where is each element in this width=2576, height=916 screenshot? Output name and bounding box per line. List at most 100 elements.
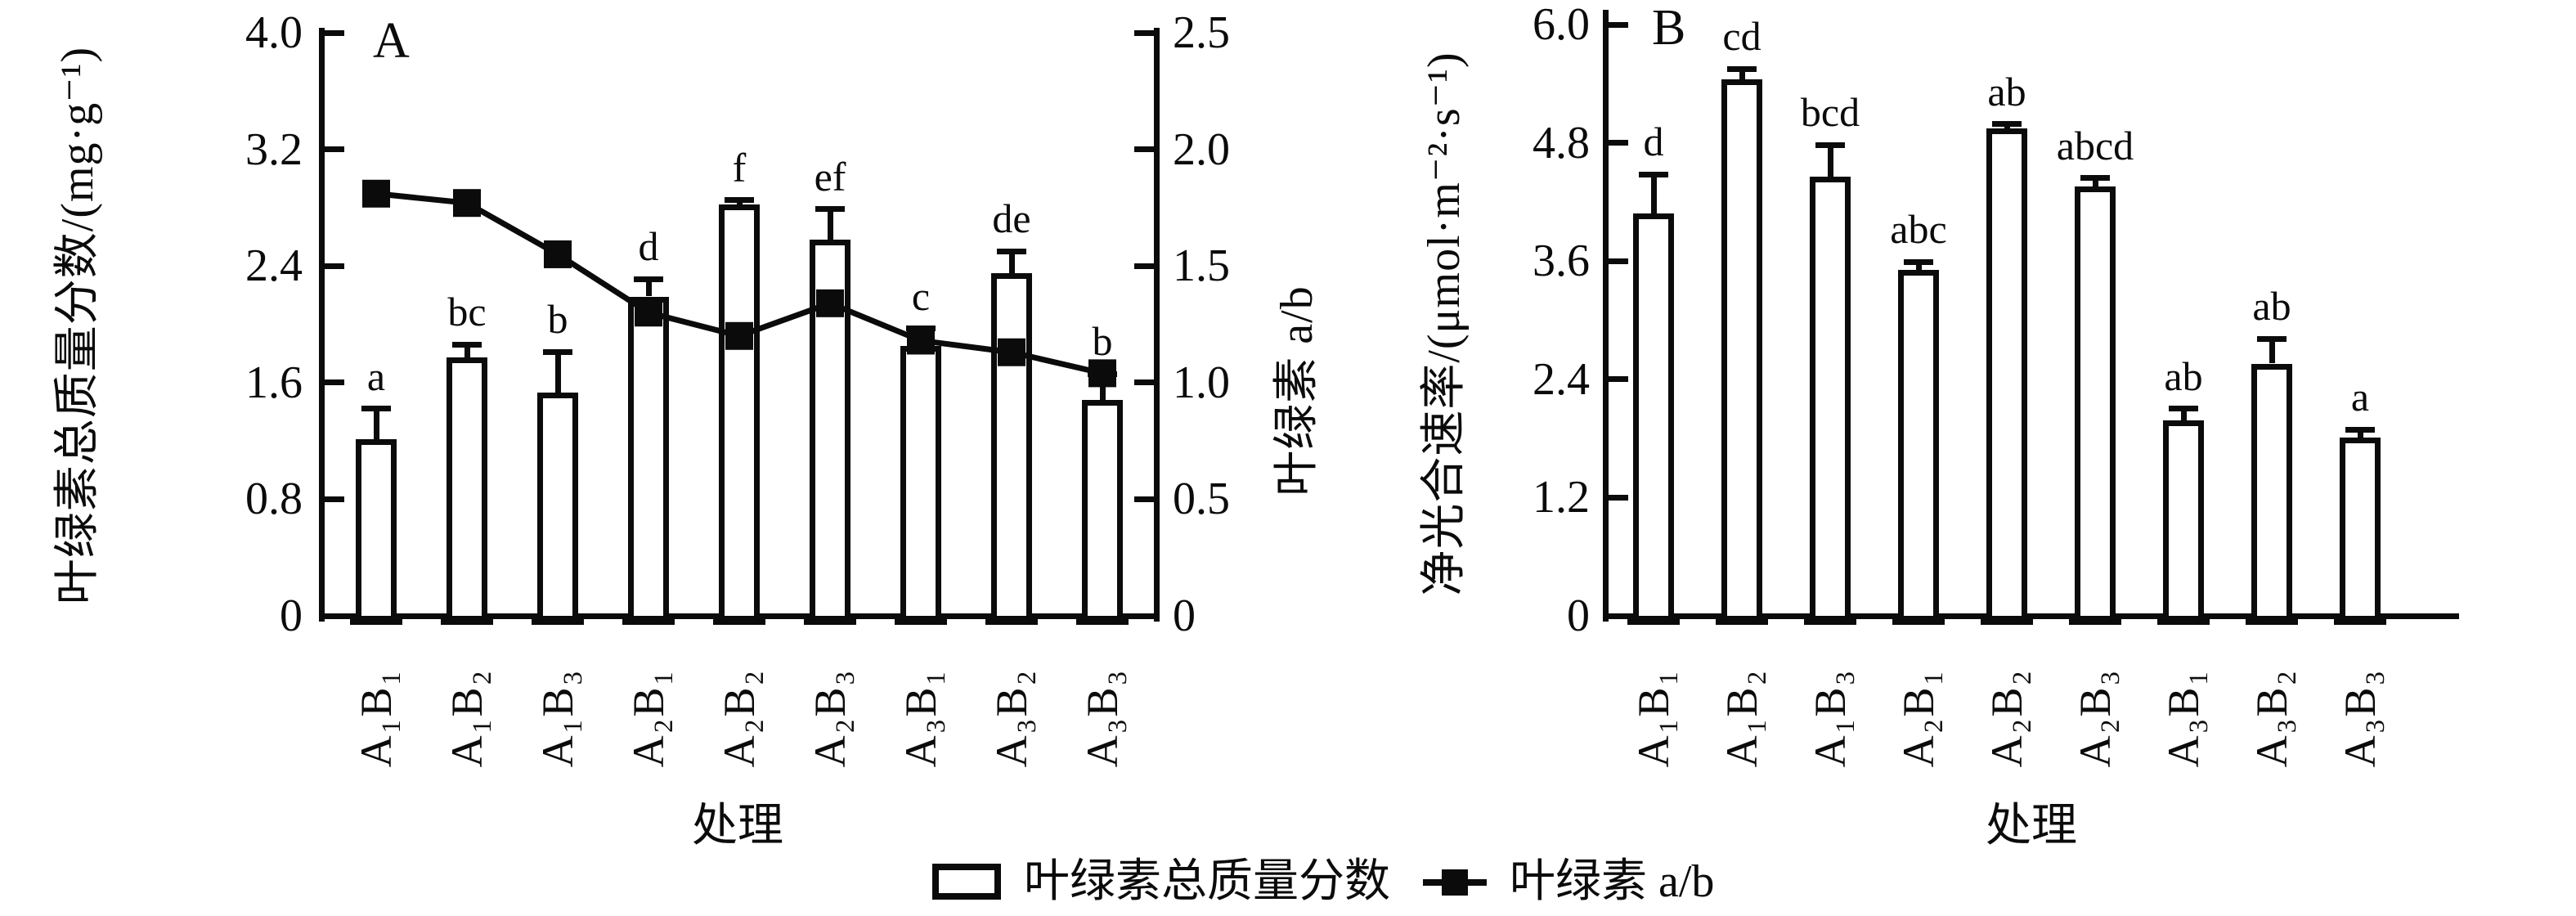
x-category-label: A₂B₃	[2071, 668, 2120, 768]
x-category-tick	[1892, 619, 1945, 625]
right-y-tick-label: 1.0	[1173, 357, 1230, 408]
bar	[1721, 79, 1762, 622]
x-category-label: A₁B₂	[1717, 668, 1766, 768]
y-axis-tick	[1609, 140, 1628, 146]
x-category-label: A₁B₁	[352, 668, 401, 768]
x-category-tick	[1716, 619, 1768, 625]
error-bar-stem	[918, 329, 924, 346]
x-category-tick	[2334, 619, 2386, 625]
x-category-label: A₂B₁	[624, 668, 673, 768]
error-bar-stem	[2093, 178, 2098, 186]
x-category-label: A₁B₃	[1806, 668, 1855, 768]
x-category-label: A₂B₂	[1982, 668, 2031, 768]
error-bar-cap	[361, 406, 391, 411]
error-bar-stem	[2358, 429, 2363, 438]
significance-letter: ab	[1987, 69, 2026, 114]
error-bar-cap	[1639, 172, 1668, 177]
x-category-tick	[2157, 619, 2210, 625]
error-bar-cap	[543, 349, 572, 355]
error-bar-stem	[1651, 174, 1657, 213]
bar	[2075, 186, 2116, 622]
error-bar-cap	[2345, 427, 2375, 433]
x-category-label: A₁B₃	[533, 668, 582, 768]
bar	[719, 204, 760, 622]
significance-letter: d	[1643, 119, 1664, 164]
bar	[1633, 213, 1674, 622]
y-tick-label: 4.8	[1533, 118, 1590, 168]
y-tick-label: 6.0	[1533, 0, 1590, 50]
y-axis-tick	[325, 379, 344, 385]
significance-letter: b	[1092, 318, 1113, 364]
significance-letter: a	[366, 353, 386, 399]
x-category-tick	[985, 619, 1038, 625]
x-category-tick	[895, 619, 947, 625]
x-category-label: A₃B₃	[1078, 668, 1127, 768]
y-axis-tick	[325, 30, 344, 36]
open-bar-swatch-icon	[932, 864, 1001, 900]
error-bar-cap	[2080, 175, 2110, 181]
significance-letter: d	[638, 223, 659, 269]
error-bar-stem	[555, 352, 561, 393]
square-marker-icon	[544, 240, 572, 268]
x-category-tick	[1076, 619, 1129, 625]
x-category-label: A₃B₂	[2247, 668, 2296, 768]
significance-letter: abc	[1890, 206, 1947, 252]
y-tick-label: 3.6	[1533, 236, 1590, 286]
right-y-axis-tick	[1134, 379, 1154, 385]
error-bar-cap	[725, 197, 754, 203]
bar	[1082, 400, 1123, 622]
error-bar-cap	[815, 206, 845, 212]
y-axis-tick	[1609, 495, 1628, 501]
square-marker-icon	[453, 189, 481, 218]
right-y-axis-tick	[1134, 496, 1154, 502]
y-tick-label: 0.8	[245, 474, 303, 524]
significance-letter: f	[732, 145, 747, 191]
y-axis-tick	[325, 263, 344, 269]
bar	[900, 346, 941, 622]
y-axis-tick	[325, 496, 344, 502]
bar	[2251, 364, 2292, 622]
legend-item-total-chlorophyll: 叶绿素总质量分数	[932, 857, 1390, 906]
x-category-label: A₃B₁	[896, 668, 945, 768]
bar	[1810, 177, 1851, 622]
error-bar-cap	[452, 342, 482, 348]
error-bar-cap	[1815, 142, 1845, 148]
significance-letter: bcd	[1800, 89, 1860, 135]
y-tick-label: 3.2	[245, 124, 303, 175]
right-y-tick-label: 0.5	[1173, 474, 1230, 524]
y-axis-line	[1603, 10, 1609, 622]
x-category-label: A₂B₂	[715, 668, 764, 768]
x-category-tick	[1627, 619, 1680, 625]
right-y-tick-label: 2.5	[1173, 7, 1230, 58]
significance-letter: ab	[2164, 353, 2203, 399]
y-tick-label: 1.2	[1533, 472, 1590, 523]
y-axis-tick	[1609, 258, 1628, 264]
x-axis-line	[1603, 613, 2459, 619]
error-bar-cap	[997, 249, 1026, 254]
right-y-axis-title: 叶绿素 a/b	[1272, 285, 1322, 496]
bar	[1986, 128, 2027, 622]
y-tick-label: 0	[1567, 590, 1590, 641]
legend-item-chlorophyll-ab: 叶绿素 a/b	[1423, 857, 1714, 906]
bar	[991, 273, 1032, 622]
bar	[628, 297, 669, 622]
y-axis-tick	[1609, 22, 1628, 28]
bar	[810, 240, 850, 622]
error-bar-cap	[1904, 259, 1933, 265]
error-bar-stem	[2181, 409, 2187, 420]
right-y-axis-tick	[1134, 30, 1154, 36]
error-bar-cap	[1992, 121, 2022, 127]
right-y-axis-line	[1154, 28, 1160, 622]
x-category-label: A₁B₁	[1629, 668, 1678, 768]
y-axis-tick	[1609, 376, 1628, 382]
significance-letter: abcd	[2056, 123, 2134, 168]
right-y-tick-label: 2.0	[1173, 124, 1230, 175]
right-y-tick-label: 0	[1173, 590, 1196, 641]
panel-label: A	[373, 13, 410, 69]
significance-letter: ef	[814, 154, 846, 200]
right-y-axis-tick	[1134, 263, 1154, 269]
error-bar-stem	[1828, 145, 1833, 177]
y-tick-label: 4.0	[245, 7, 303, 58]
panel-label: B	[1652, 0, 1686, 56]
